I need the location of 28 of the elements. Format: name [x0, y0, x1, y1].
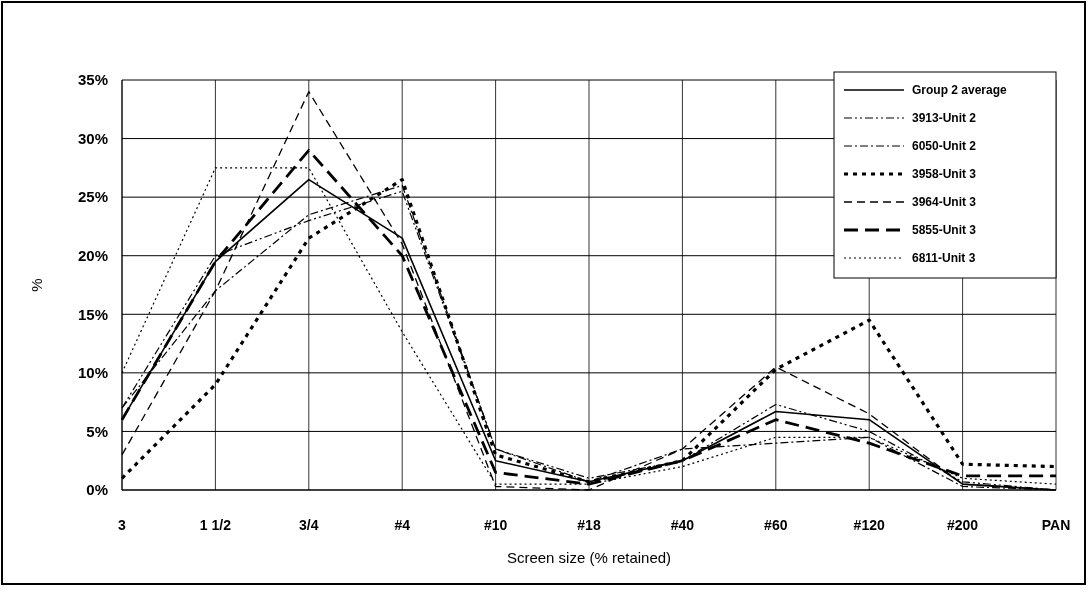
- legend-label: 3913-Unit 2: [912, 111, 977, 126]
- x-tick-label: #18: [577, 517, 601, 533]
- y-tick-label: 0%: [86, 481, 108, 499]
- x-tick-label: 3/4: [299, 517, 319, 533]
- y-tick-label: 35%: [77, 71, 108, 89]
- legend-label: 3964-Unit 3: [912, 195, 977, 210]
- y-tick-label: 20%: [77, 246, 108, 264]
- x-axis-title: Screen size (% retained): [506, 549, 672, 566]
- y-tick-label: 5%: [86, 422, 108, 440]
- y-tick-label: 25%: [77, 188, 108, 206]
- legend-label: 6811-Unit 3: [912, 251, 976, 266]
- x-tick-label: #60: [764, 517, 788, 533]
- x-tick-label: PAN: [1041, 517, 1071, 533]
- x-tick-label: #120: [853, 517, 885, 533]
- y-tick-label: 30%: [77, 129, 108, 147]
- legend-label: 5855-Unit 3: [912, 223, 977, 238]
- legend-label: 3958-Unit 3: [912, 167, 977, 182]
- x-tick-label: #40: [670, 517, 695, 533]
- x-tick-label: #200: [947, 517, 979, 533]
- y-axis-title: %: [28, 278, 45, 292]
- x-tick-label: #10: [483, 517, 508, 533]
- y-tick-label: 10%: [77, 364, 108, 382]
- legend-label: 6050-Unit 2: [912, 139, 977, 154]
- x-tick-label: 1 1/2: [199, 517, 232, 533]
- x-tick-label: #4: [394, 517, 411, 533]
- x-tick-label: 3: [118, 517, 127, 533]
- legend-label: Group 2 average: [912, 83, 1008, 98]
- y-tick-label: 15%: [77, 305, 108, 323]
